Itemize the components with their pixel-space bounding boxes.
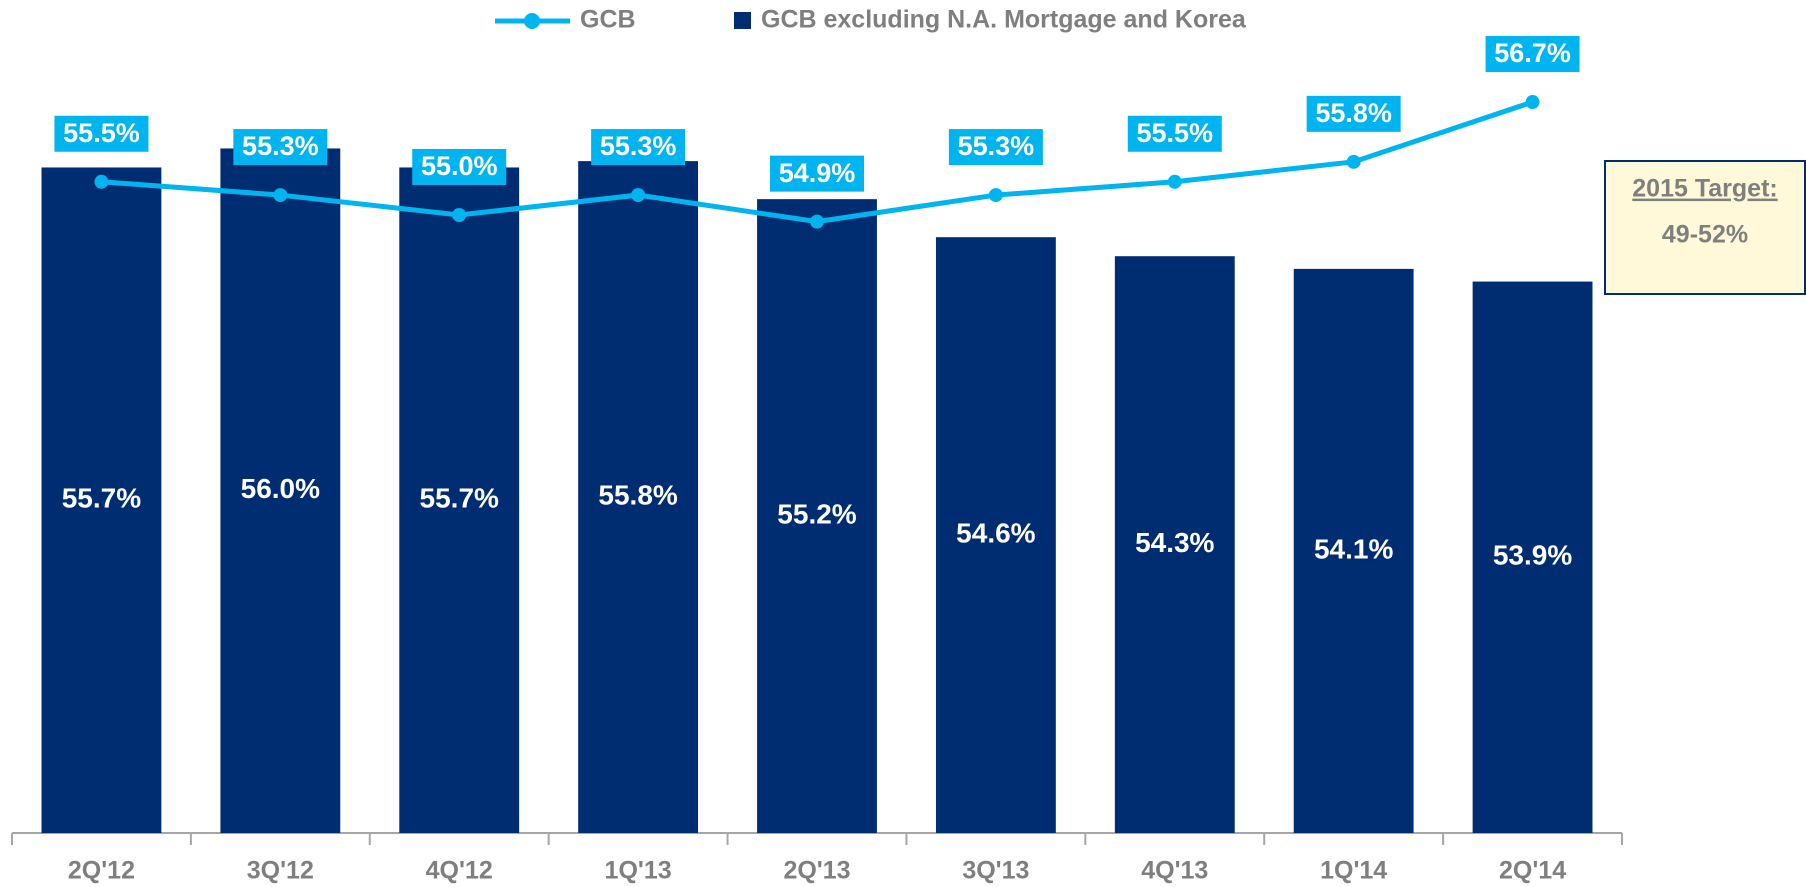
bar-label: 55.7% [420, 483, 499, 514]
target-box [1604, 160, 1806, 295]
line-label: 54.9% [779, 158, 856, 188]
line-point [631, 188, 646, 203]
target-text: 49-52% [1662, 221, 1748, 249]
line-label-box [1127, 115, 1222, 152]
bar-label: 54.3% [1135, 527, 1214, 558]
line-label-box [770, 155, 864, 192]
legend-marker [524, 13, 540, 29]
line-label-box [412, 149, 507, 185]
line-point [1346, 154, 1361, 169]
line-point [273, 188, 288, 203]
bar [578, 161, 699, 834]
x-tick-label: 1Q'13 [605, 857, 672, 885]
legend-label: GCB [580, 6, 636, 34]
bar [757, 199, 877, 834]
x-tick-label: 2Q'13 [783, 857, 850, 885]
line-label-box [54, 115, 149, 152]
bar [935, 237, 1056, 833]
bar-label: 55.8% [598, 479, 677, 510]
x-tick-label: 1Q'14 [1320, 857, 1387, 885]
bar [1293, 268, 1414, 833]
line-label: 55.3% [958, 131, 1035, 161]
line-point [1525, 95, 1540, 110]
bar-label: 55.7% [62, 483, 141, 514]
bar [220, 148, 341, 833]
line-label: 55.0% [421, 151, 498, 181]
x-tick-label: 2Q'12 [68, 857, 135, 885]
line-label-box [1485, 36, 1580, 73]
legend-swatch [734, 12, 751, 29]
bar [41, 167, 162, 833]
bar [1472, 281, 1593, 833]
bar [1114, 256, 1235, 833]
bar-label: 53.9% [1493, 540, 1572, 571]
line-label-box [591, 129, 686, 166]
legend-label: GCB excluding N.A. Mortgage and Korea [761, 6, 1247, 34]
line-label: 55.3% [600, 131, 677, 161]
line-label-box [1306, 95, 1401, 132]
bar-label: 55.2% [777, 498, 856, 529]
line-point [810, 214, 824, 229]
line-label: 55.3% [242, 131, 319, 161]
line-label: 55.5% [1136, 118, 1213, 148]
line-point [988, 188, 1003, 203]
line-label-box [948, 129, 1043, 166]
line-label: 56.7% [1494, 38, 1571, 68]
bar-label: 54.1% [1314, 533, 1393, 564]
x-tick-label: 2Q'14 [1499, 857, 1566, 885]
x-tick-label: 3Q'12 [247, 857, 314, 885]
line-label: 55.5% [63, 118, 140, 148]
line-label: 55.8% [1315, 98, 1392, 128]
bar-label: 54.6% [956, 517, 1035, 548]
bar [399, 167, 520, 833]
line-point [1167, 174, 1182, 189]
line-point [452, 208, 467, 222]
bar-label: 56.0% [241, 473, 320, 504]
x-tick-label: 3Q'13 [962, 857, 1029, 885]
line-label-box [233, 129, 328, 166]
x-tick-label: 4Q'13 [1141, 857, 1208, 885]
line-point [94, 174, 109, 189]
target-title: 2015 Target: [1632, 175, 1777, 203]
x-tick-label: 4Q'12 [426, 857, 493, 885]
